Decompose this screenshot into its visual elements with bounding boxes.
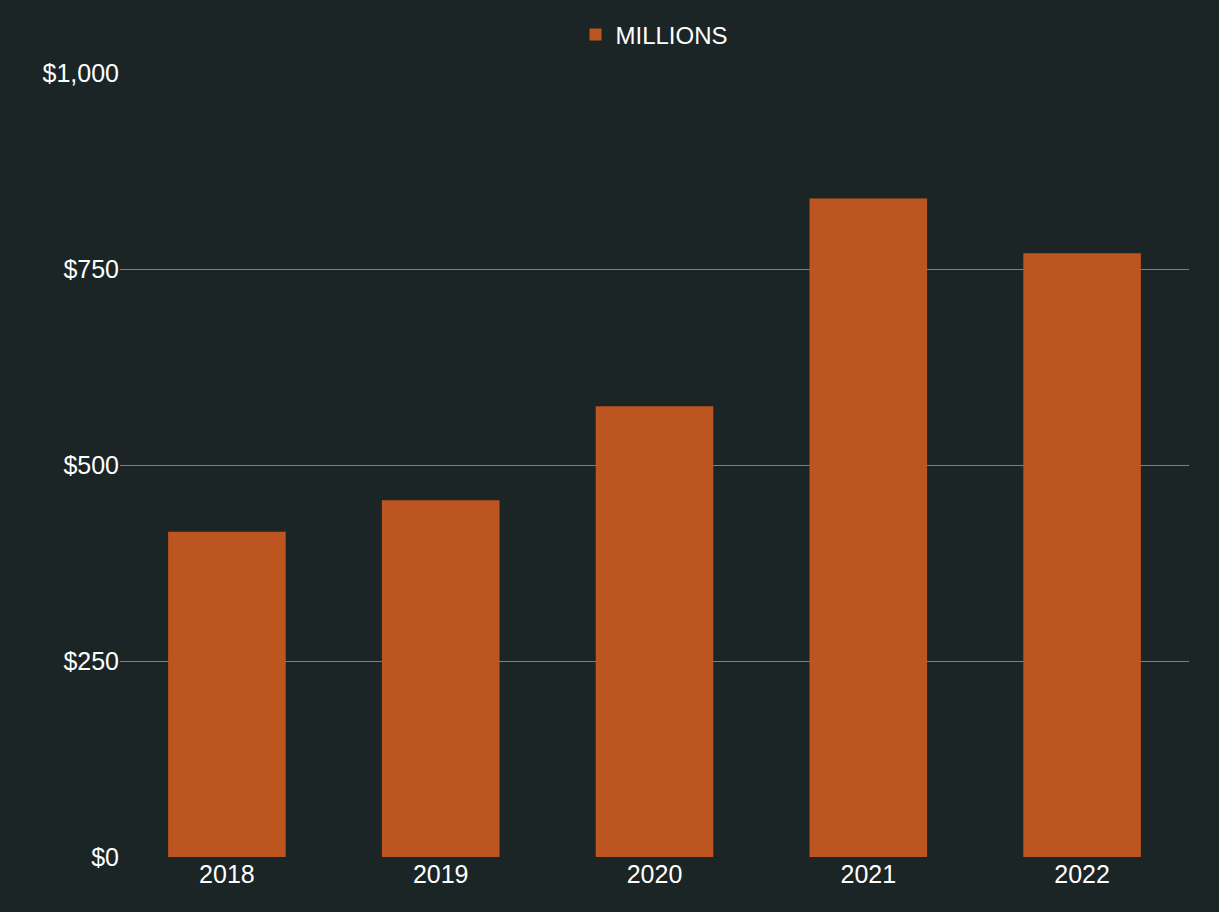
svg-text:2022: 2022 <box>1054 860 1110 888</box>
svg-text:$1,000: $1,000 <box>43 59 119 87</box>
svg-text:2020: 2020 <box>627 860 683 888</box>
svg-text:MILLIONS: MILLIONS <box>616 22 728 49</box>
svg-text:$0: $0 <box>91 843 119 871</box>
svg-text:2019: 2019 <box>413 860 469 888</box>
svg-text:2018: 2018 <box>199 860 255 888</box>
svg-text:2021: 2021 <box>840 860 896 888</box>
svg-text:$750: $750 <box>63 255 119 283</box>
svg-text:$250: $250 <box>63 647 119 675</box>
svg-text:$500: $500 <box>63 451 119 479</box>
